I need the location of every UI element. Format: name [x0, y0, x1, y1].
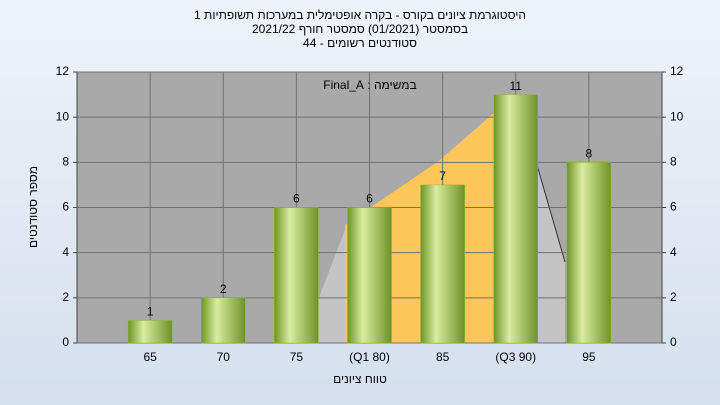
chart-title: היסטוגרמת ציונים בקורס - בקרה אופטימלית …	[194, 8, 526, 22]
y-axis-label: מספר סטודנטים	[26, 166, 40, 248]
chart-subtitle: סטודנטים רשומים - 44	[303, 36, 417, 50]
x-tick-label: (Q1 80)	[349, 350, 390, 364]
y2-tick-label: 6	[670, 200, 677, 214]
x-tick-label: 65	[143, 350, 157, 364]
x-tick-label: 75	[290, 350, 304, 364]
y-tick-label: 8	[62, 155, 69, 169]
bar	[566, 162, 612, 344]
data-label: 7	[439, 169, 446, 183]
y2-tick-label: 12	[670, 64, 684, 78]
bar	[127, 320, 173, 344]
x-tick-label: (Q3 90)	[495, 350, 536, 364]
x-axis-label: טווח ציונים	[333, 372, 387, 386]
y-tick-label: 10	[56, 109, 70, 123]
y-tick-label: 12	[56, 64, 70, 78]
data-label: 8	[586, 147, 593, 161]
annotation: במשימה : Final_A	[323, 78, 416, 92]
y-tick-label: 4	[62, 245, 69, 259]
y-tick-label: 2	[62, 290, 69, 304]
bar	[420, 184, 465, 344]
y2-tick-label: 0	[670, 335, 677, 349]
x-tick-label: 70	[217, 350, 231, 364]
x-tick-label: 85	[436, 350, 450, 364]
data-label: 2	[220, 282, 227, 296]
x-tick-label: 95	[582, 350, 596, 364]
whisker	[536, 164, 566, 263]
bar	[201, 297, 246, 344]
data-label: 6	[366, 192, 373, 206]
bar	[493, 94, 538, 344]
bar	[274, 207, 319, 344]
y-tick-label: 6	[62, 200, 69, 214]
data-label: 1	[147, 305, 154, 319]
bar	[347, 207, 392, 344]
y2-tick-label: 8	[670, 155, 677, 169]
chart-subtitle: בסמסטר (01/2021) סמסטר חורף 2021/22	[252, 22, 468, 36]
data-label: 11	[510, 79, 523, 93]
y2-tick-label: 4	[670, 245, 677, 259]
data-label: 6	[293, 192, 300, 206]
y2-tick-label: 2	[670, 290, 677, 304]
y2-tick-label: 10	[670, 109, 684, 123]
y-tick-label: 0	[62, 335, 69, 349]
